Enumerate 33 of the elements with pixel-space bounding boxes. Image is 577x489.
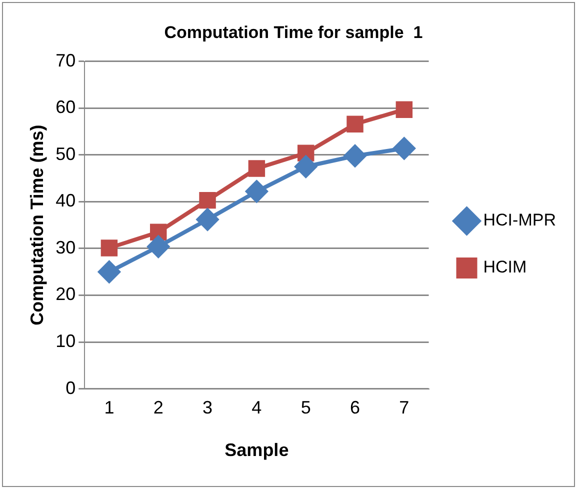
legend-label: HCI-MPR bbox=[483, 210, 556, 230]
y-tick-label: 0 bbox=[66, 378, 76, 398]
point bbox=[294, 156, 317, 178]
y-tick-label: 60 bbox=[56, 97, 76, 118]
x-tick-label: 2 bbox=[153, 398, 164, 418]
point bbox=[393, 137, 416, 160]
x-tick-label: 7 bbox=[399, 398, 410, 418]
point bbox=[346, 116, 364, 132]
point bbox=[344, 144, 366, 167]
point bbox=[396, 101, 413, 118]
point bbox=[150, 224, 167, 240]
x-tick-label: 4 bbox=[252, 398, 262, 418]
point bbox=[98, 260, 120, 283]
chart-title: Computation Time for sample 1 bbox=[164, 22, 423, 42]
y-axis-title: Computation Time (ms) bbox=[26, 124, 47, 326]
x-tick-label: 6 bbox=[350, 398, 360, 418]
point bbox=[248, 160, 266, 177]
y-tick-label: 50 bbox=[56, 144, 76, 164]
y-tick-label: 10 bbox=[56, 330, 76, 351]
y-tick-label: 30 bbox=[56, 237, 76, 258]
point bbox=[246, 180, 268, 202]
x-tick-label: 1 bbox=[104, 398, 114, 418]
y-tick-label: 40 bbox=[56, 190, 76, 211]
x-tick-label: 5 bbox=[300, 398, 311, 418]
point bbox=[147, 236, 170, 258]
x-axis-title: Sample bbox=[224, 440, 289, 460]
x-tick-label: 3 bbox=[202, 398, 213, 418]
point bbox=[100, 240, 118, 256]
legend-label: HCIM bbox=[483, 258, 527, 277]
y-tick-label: 20 bbox=[56, 284, 76, 304]
point bbox=[199, 192, 216, 209]
point bbox=[196, 208, 219, 230]
y-tick-label: 70 bbox=[56, 50, 76, 70]
